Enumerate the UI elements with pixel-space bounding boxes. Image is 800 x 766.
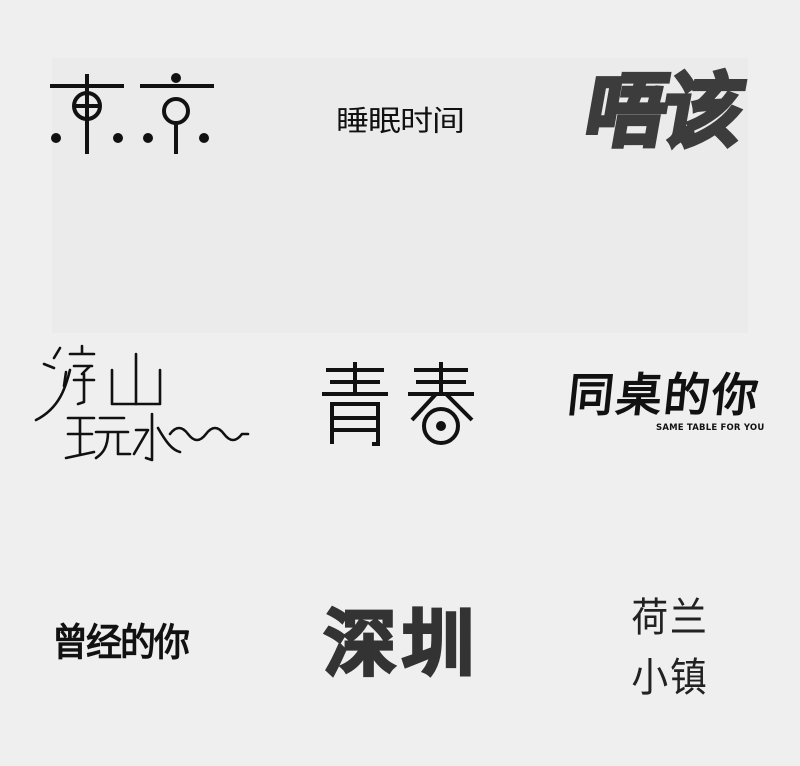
mgoi-text: 唔该 bbox=[577, 63, 749, 160]
shenzhen-logo: 深圳 bbox=[312, 602, 492, 690]
tongzhuo-subtitle: SAME TABLE FOR YOU bbox=[656, 423, 765, 433]
mgoi-logo: 唔该 bbox=[568, 63, 758, 164]
tongzhuo-text: 同桌的你 bbox=[565, 368, 763, 422]
tongzhuo-logo: 同桌的你 SAME TABLE FOR YOU bbox=[548, 368, 780, 442]
cengjing-logo: 曾经的你 bbox=[44, 622, 196, 674]
tokyo-lettering bbox=[50, 73, 214, 154]
youshan-wanshui-lettering bbox=[34, 344, 250, 462]
helan-xiaozhen-logo: 荷兰 小镇 bbox=[626, 598, 714, 714]
cengjing-text: 曾经的你 bbox=[51, 621, 190, 665]
helan-line-2: 小镇 bbox=[631, 655, 709, 701]
shenzhen-text: 深圳 bbox=[322, 602, 480, 686]
tokyo-logo bbox=[48, 72, 216, 156]
qingchun-logo bbox=[318, 362, 478, 448]
qingchun-lettering bbox=[322, 362, 474, 446]
youshan-wanshui-logo bbox=[30, 342, 250, 462]
helan-line-1: 荷兰 bbox=[631, 595, 709, 641]
sleep-time-logo: 睡眠时间 bbox=[300, 100, 500, 144]
sleep-time-text: 睡眠时间 bbox=[336, 103, 465, 138]
